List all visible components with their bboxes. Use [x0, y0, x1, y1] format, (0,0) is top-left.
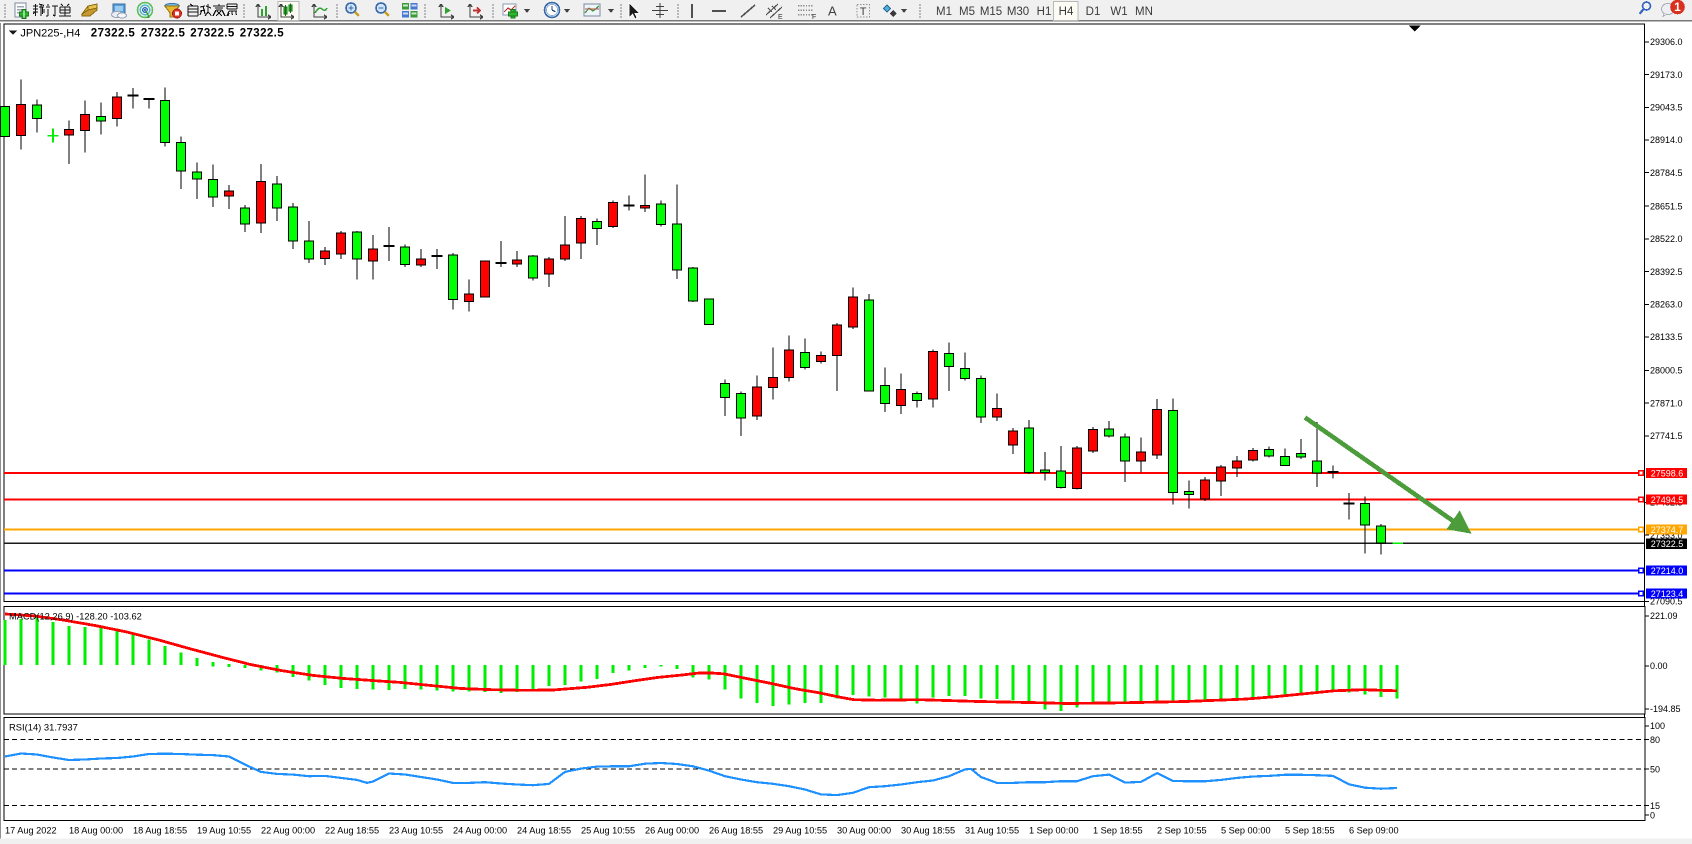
svg-text:28784.5: 28784.5 — [1650, 168, 1683, 178]
svg-text:27353.0: 27353.0 — [1650, 530, 1683, 540]
svg-text:0.00: 0.00 — [1650, 661, 1668, 671]
svg-text:31 Aug 10:55: 31 Aug 10:55 — [965, 826, 1019, 836]
svg-text:29 Aug 10:55: 29 Aug 10:55 — [773, 826, 827, 836]
svg-text:27322.5: 27322.5 — [91, 28, 136, 40]
svg-text:27322.5: 27322.5 — [1651, 539, 1684, 549]
svg-text:5 Sep 18:55: 5 Sep 18:55 — [1285, 826, 1335, 836]
svg-text:30 Aug 00:00: 30 Aug 00:00 — [837, 826, 891, 836]
svg-text:28263.0: 28263.0 — [1650, 300, 1683, 310]
svg-text:15: 15 — [1650, 801, 1660, 811]
svg-text:27374.7: 27374.7 — [1651, 525, 1684, 535]
svg-text:-194.85: -194.85 — [1650, 704, 1681, 714]
svg-text:5 Sep 00:00: 5 Sep 00:00 — [1221, 826, 1271, 836]
svg-text:F: F — [812, 14, 816, 21]
svg-text:0: 0 — [1650, 810, 1655, 820]
svg-text:22 Aug 00:00: 22 Aug 00:00 — [261, 826, 315, 836]
svg-text:29306.0: 29306.0 — [1650, 37, 1683, 47]
svg-text:26 Aug 00:00: 26 Aug 00:00 — [645, 826, 699, 836]
svg-text:50: 50 — [1650, 764, 1660, 774]
svg-text:80: 80 — [1650, 735, 1660, 745]
svg-text:27090.5: 27090.5 — [1650, 597, 1683, 607]
svg-text:27214.0: 27214.0 — [1651, 566, 1684, 576]
svg-text:W1: W1 — [1110, 6, 1127, 18]
svg-text:27123.4: 27123.4 — [1651, 589, 1684, 599]
svg-text:19 Aug 10:55: 19 Aug 10:55 — [197, 826, 251, 836]
svg-text:27494.5: 27494.5 — [1651, 495, 1684, 505]
svg-text:18 Aug 00:00: 18 Aug 00:00 — [69, 826, 123, 836]
svg-text:27741.5: 27741.5 — [1650, 431, 1683, 441]
svg-text:27871.0: 27871.0 — [1650, 398, 1683, 408]
svg-text:27598.6: 27598.6 — [1651, 468, 1684, 478]
svg-text:25 Aug 10:55: 25 Aug 10:55 — [581, 826, 635, 836]
svg-text:MN: MN — [1135, 6, 1153, 18]
svg-text:100: 100 — [1650, 721, 1665, 731]
svg-text:27322.5: 27322.5 — [240, 28, 285, 40]
svg-text:18 Aug 18:55: 18 Aug 18:55 — [133, 826, 187, 836]
svg-text:24 Aug 18:55: 24 Aug 18:55 — [517, 826, 571, 836]
svg-text:28914.0: 28914.0 — [1650, 135, 1683, 145]
svg-text:M30: M30 — [1007, 6, 1029, 18]
svg-text:24 Aug 00:00: 24 Aug 00:00 — [453, 826, 507, 836]
svg-text:D1: D1 — [1086, 6, 1101, 18]
svg-text:28133.5: 28133.5 — [1650, 332, 1683, 342]
svg-text:23 Aug 10:55: 23 Aug 10:55 — [389, 826, 443, 836]
svg-text:E: E — [778, 14, 783, 21]
svg-text:JPN225-,H4: JPN225-,H4 — [20, 28, 80, 40]
svg-text:221.09: 221.09 — [1650, 611, 1678, 621]
svg-text:1: 1 — [1674, 0, 1681, 14]
svg-text:22 Aug 18:55: 22 Aug 18:55 — [325, 826, 379, 836]
svg-text:RSI(14) 31.7937: RSI(14) 31.7937 — [9, 722, 78, 733]
svg-text:H1: H1 — [1037, 6, 1052, 18]
svg-text:MACD(12,26,9) -128.20 -103.62: MACD(12,26,9) -128.20 -103.62 — [9, 612, 142, 622]
svg-text:1 Sep 18:55: 1 Sep 18:55 — [1093, 826, 1143, 836]
svg-text:29173.0: 29173.0 — [1650, 70, 1683, 80]
svg-text:26 Aug 18:55: 26 Aug 18:55 — [709, 826, 763, 836]
svg-text:6 Sep 09:00: 6 Sep 09:00 — [1349, 826, 1399, 836]
svg-text:27322.5: 27322.5 — [141, 28, 186, 40]
svg-text:28522.0: 28522.0 — [1650, 234, 1683, 244]
svg-text:17 Aug 2022: 17 Aug 2022 — [5, 826, 57, 836]
svg-text:M5: M5 — [959, 6, 975, 18]
svg-text:M1: M1 — [936, 6, 952, 18]
svg-text:A: A — [828, 4, 837, 19]
svg-text:28651.5: 28651.5 — [1650, 201, 1683, 211]
svg-text:2 Sep 10:55: 2 Sep 10:55 — [1157, 826, 1207, 836]
svg-text:1 Sep 00:00: 1 Sep 00:00 — [1029, 826, 1079, 836]
svg-text:30 Aug 18:55: 30 Aug 18:55 — [901, 826, 955, 836]
svg-text:28000.5: 28000.5 — [1650, 366, 1683, 376]
svg-text:29043.5: 29043.5 — [1650, 103, 1683, 113]
svg-text:28392.5: 28392.5 — [1650, 267, 1683, 277]
svg-text:27322.5: 27322.5 — [190, 28, 235, 40]
svg-text:M15: M15 — [980, 6, 1002, 18]
svg-text:T: T — [860, 6, 867, 18]
svg-text:H4: H4 — [1059, 6, 1074, 18]
